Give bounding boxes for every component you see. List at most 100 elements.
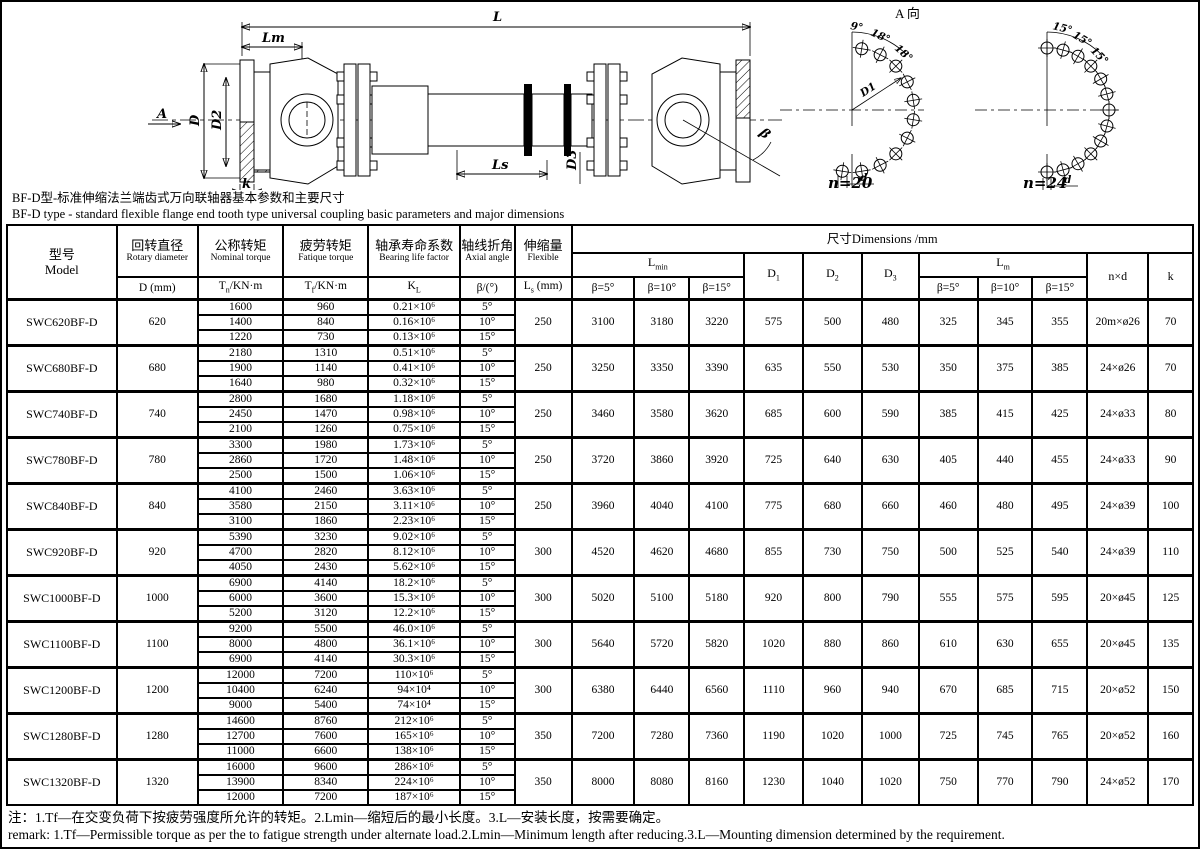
nominal-torque-cell: 12700 bbox=[196, 728, 285, 745]
angle-label: 9° bbox=[849, 20, 863, 34]
axial-angle-cell: 15° bbox=[458, 789, 516, 806]
lmin-cell: 3580 bbox=[633, 390, 691, 439]
bearing-life-cell: 0.16×10⁶ bbox=[367, 314, 461, 331]
bearing-life-cell: 0.41×10⁶ bbox=[367, 360, 461, 377]
fatigue-torque-cell: 7600 bbox=[282, 728, 370, 745]
bearing-life-cell: 0.98×10⁶ bbox=[367, 406, 461, 423]
bolt-hole bbox=[1071, 49, 1085, 63]
nominal-torque-cell: 12000 bbox=[196, 789, 285, 806]
axial-angle-cell: 5° bbox=[458, 666, 516, 684]
bearing-life-cell: 46.0×10⁶ bbox=[367, 620, 461, 638]
diameter-cell: 1000 bbox=[115, 574, 199, 623]
fatigue-torque-cell: 9600 bbox=[282, 758, 370, 776]
bolt-hole bbox=[855, 164, 869, 178]
axial-angle-cell: 5° bbox=[458, 758, 516, 776]
lmin-cell: 8000 bbox=[570, 758, 636, 806]
k-cell: 80 bbox=[1147, 390, 1194, 439]
dim-Ls: Ls bbox=[457, 150, 547, 180]
table-row: SWC1320BF-D 1320 16000 9600 286×10⁶ 5° 350 8000… bbox=[6, 758, 1194, 806]
bearing-life-cell: 1.18×10⁶ bbox=[367, 390, 461, 408]
d3-cell: 1020 bbox=[860, 758, 920, 806]
dim-Lm: Lm bbox=[242, 31, 302, 62]
axial-angle-cell: 10° bbox=[458, 544, 516, 561]
d1-cell: 1230 bbox=[743, 758, 804, 806]
lmin-cell: 6560 bbox=[688, 666, 746, 715]
header-lmin: Lmin bbox=[570, 252, 746, 278]
bearing-life-cell: 165×10⁶ bbox=[367, 728, 461, 745]
diameter-cell: 740 bbox=[115, 390, 199, 439]
header-lm: Lm bbox=[917, 252, 1089, 278]
fatigue-torque-cell: 840 bbox=[282, 314, 370, 331]
d1-cell: 775 bbox=[743, 482, 804, 531]
lmin-cell: 8080 bbox=[633, 758, 691, 806]
axial-angle-cell: 15° bbox=[458, 697, 516, 715]
bolt-circle-n20: D1 9° 18° 18° d n=20 bbox=[780, 20, 924, 188]
fatigue-torque-cell: 1470 bbox=[282, 406, 370, 423]
table-row: 9000 5400 74×10⁴ 15° bbox=[7, 697, 1193, 715]
header-dimensions: 尺寸Dimensions /mm bbox=[570, 224, 1194, 254]
header-fatigue-torque: 疲劳转矩 Fatique torque bbox=[282, 224, 370, 278]
bearing-life-cell: 94×10⁴ bbox=[367, 682, 461, 699]
diameter-cell: 680 bbox=[115, 344, 199, 393]
axial-angle-cell: 5° bbox=[458, 436, 516, 454]
nominal-torque-cell: 12000 bbox=[196, 666, 285, 684]
bearing-life-cell: 138×10⁶ bbox=[367, 743, 461, 761]
bearing-life-cell: 0.75×10⁶ bbox=[367, 421, 461, 439]
bearing-life-cell: 0.32×10⁶ bbox=[367, 375, 461, 393]
fatigue-torque-cell: 1860 bbox=[282, 513, 370, 531]
d3-cell: 590 bbox=[860, 390, 920, 439]
lmin-cell: 5640 bbox=[570, 620, 636, 669]
lm-cell: 325 bbox=[917, 298, 979, 347]
bolt-hole bbox=[889, 59, 903, 73]
view-arrow-A: A bbox=[148, 107, 180, 124]
d-label: d bbox=[860, 172, 868, 184]
nominal-torque-cell: 2860 bbox=[196, 452, 285, 469]
flexible-cell: 300 bbox=[513, 666, 573, 715]
nxd-cell: 20×ø52 bbox=[1086, 666, 1150, 715]
k-cell: 70 bbox=[1147, 344, 1194, 393]
nominal-torque-cell: 4100 bbox=[196, 482, 285, 500]
fatigue-torque-cell: 960 bbox=[282, 298, 370, 316]
axial-angle-cell: 15° bbox=[458, 651, 516, 669]
nominal-torque-cell: 3580 bbox=[196, 498, 285, 515]
bolt-hole bbox=[1094, 72, 1108, 86]
table-row: 2100 1260 0.75×10⁶ 15° bbox=[7, 421, 1193, 439]
d2-cell: 500 bbox=[802, 298, 863, 347]
nominal-torque-cell: 2100 bbox=[196, 421, 285, 439]
lmin-cell: 7280 bbox=[633, 712, 691, 761]
table-row: 4700 2820 8.12×10⁶ 10° bbox=[7, 544, 1193, 561]
header-d3: D3 bbox=[860, 252, 920, 301]
fatigue-torque-cell: 6600 bbox=[282, 743, 370, 761]
header-bearing-life: 轴承寿命系数 Bearing life factor bbox=[367, 224, 461, 278]
nominal-torque-cell: 16000 bbox=[196, 758, 285, 776]
nominal-torque-cell: 5200 bbox=[196, 605, 285, 623]
lm-cell: 725 bbox=[917, 712, 979, 761]
d3-cell: 940 bbox=[860, 666, 920, 715]
axial-angle-cell: 10° bbox=[458, 498, 516, 515]
dim-label-L: L bbox=[492, 10, 502, 25]
n24-count-label: n=24 bbox=[1023, 174, 1067, 190]
fatigue-torque-cell: 5400 bbox=[282, 697, 370, 715]
axial-angle-cell: 10° bbox=[458, 682, 516, 699]
lm-cell: 670 bbox=[917, 666, 979, 715]
nxd-cell: 24×ø33 bbox=[1086, 390, 1150, 439]
lmin-cell: 4680 bbox=[688, 528, 746, 577]
bearing-life-cell: 15.3×10⁶ bbox=[367, 590, 461, 607]
lm-cell: 765 bbox=[1031, 712, 1089, 761]
k-cell: 160 bbox=[1147, 712, 1194, 761]
header-k: k bbox=[1147, 252, 1194, 301]
d3-cell: 660 bbox=[860, 482, 920, 531]
table-row: 10400 6240 94×10⁴ 10° bbox=[7, 682, 1193, 699]
left-yoke bbox=[253, 57, 339, 185]
bolt-hole bbox=[873, 48, 887, 62]
bolt-hole bbox=[873, 158, 887, 172]
lm-cell: 385 bbox=[1031, 344, 1089, 393]
d-label: d bbox=[1064, 174, 1072, 186]
k-cell: 100 bbox=[1147, 482, 1194, 531]
bearing-life-cell: 187×10⁶ bbox=[367, 789, 461, 806]
angle-label: 15° bbox=[1071, 29, 1094, 49]
d2-cell: 800 bbox=[802, 574, 863, 623]
bolt-circle-n24: 15° 15° 15° d bbox=[975, 20, 1119, 190]
fatigue-torque-cell: 8340 bbox=[282, 774, 370, 791]
nominal-torque-cell: 3100 bbox=[196, 513, 285, 531]
